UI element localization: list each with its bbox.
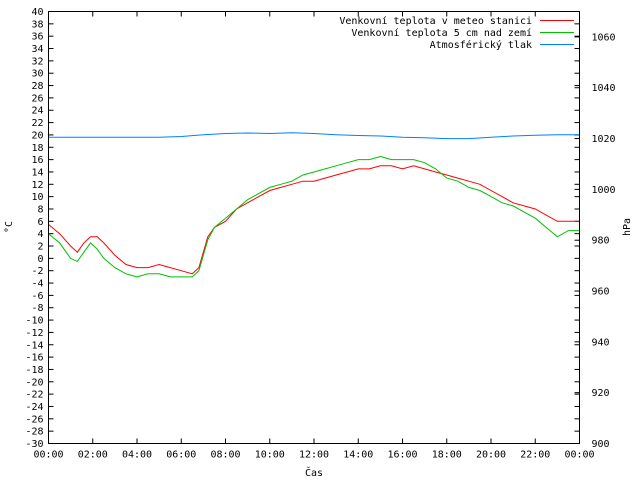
y-tick-label: 36	[31, 32, 43, 43]
x-tick-label: 04:00	[122, 450, 152, 461]
axes-layer: -30-28-26-24-22-20-18-16-14-12-10-8-6-4-…	[25, 7, 615, 461]
y-tick-label: -10	[25, 316, 43, 327]
y-tick-label: 38	[31, 19, 43, 30]
y2-tick-label: 1000	[592, 185, 616, 196]
y-tick-label: 28	[31, 81, 43, 92]
y-tick-label: 4	[37, 229, 43, 240]
y-tick-label: 26	[31, 93, 43, 104]
y2-tick-label: 1060	[592, 32, 616, 43]
y-tick-label: -12	[25, 328, 43, 339]
y-tick-label: -16	[25, 353, 43, 364]
y-tick-label: -6	[31, 291, 43, 302]
y-tick-label: 34	[31, 44, 43, 55]
x-tick-label: 02:00	[78, 450, 108, 461]
legend: Venkovní teplota v meteo staniciVenkovní…	[339, 15, 574, 51]
y-tick-label: 8	[37, 204, 43, 215]
y2-tick-label: 1040	[592, 83, 616, 94]
y-tick-label: 10	[31, 192, 43, 203]
y-tick-label: 6	[37, 217, 43, 228]
y2-tick-label: 940	[592, 337, 610, 348]
y-tick-label: -28	[25, 427, 43, 438]
y-tick-label: 20	[31, 130, 43, 141]
legend-label-2: Venkovní teplota 5 cm nad zemí	[351, 27, 532, 39]
x-tick-label: 00:00	[33, 450, 63, 461]
plot-frame	[48, 11, 580, 444]
y-tick-label: -20	[25, 377, 43, 388]
y-tick-label: 16	[31, 155, 43, 166]
y-tick-label: 2	[37, 242, 43, 253]
y-tick-label: 24	[31, 106, 43, 117]
y-tick-label: 12	[31, 180, 43, 191]
x-tick-label: 16:00	[387, 450, 417, 461]
y-axis-label: °C	[4, 221, 15, 233]
x-tick-label: 10:00	[255, 450, 285, 461]
y2-tick-label: 980	[592, 236, 610, 247]
series-line-1	[48, 165, 580, 275]
y-tick-label: -24	[25, 402, 43, 413]
x-tick-label: 20:00	[476, 450, 506, 461]
y2-axis-label: hPa	[622, 218, 633, 236]
y2-tick-label: 920	[592, 388, 610, 399]
y-tick-label: -2	[31, 266, 43, 277]
x-tick-label: 00:00	[564, 450, 594, 461]
y-tick-label: 40	[31, 7, 43, 18]
y-tick-label: -18	[25, 365, 43, 376]
y-tick-label: -14	[25, 340, 43, 351]
y2-tick-label: 900	[592, 439, 610, 450]
y-tick-label: 0	[37, 254, 43, 265]
y-tick-label: 22	[31, 118, 43, 129]
y2-tick-label: 1020	[592, 134, 616, 145]
series-layer	[48, 132, 580, 278]
series-line-2	[48, 155, 580, 278]
x-tick-label: 18:00	[432, 450, 462, 461]
x-tick-label: 06:00	[166, 450, 196, 461]
y-tick-label: -26	[25, 414, 43, 425]
x-tick-label: 08:00	[210, 450, 240, 461]
x-tick-label: 22:00	[520, 450, 550, 461]
y-tick-label: 18	[31, 143, 43, 154]
series-line-3	[48, 132, 580, 140]
y-tick-label: -4	[31, 279, 43, 290]
y-tick-label: -22	[25, 390, 43, 401]
y-tick-label: -8	[31, 303, 43, 314]
x-tick-label: 14:00	[343, 450, 373, 461]
y-tick-label: 14	[31, 167, 43, 178]
y-tick-label: 32	[31, 56, 43, 67]
x-axis-label: Čas	[305, 466, 323, 479]
legend-label-1: Venkovní teplota v meteo stanici	[339, 15, 532, 27]
legend-label-3: Atmosférický tlak	[430, 39, 532, 51]
x-tick-label: 12:00	[299, 450, 329, 461]
y-tick-label: 30	[31, 69, 43, 80]
y2-tick-label: 960	[592, 287, 610, 298]
y-tick-label: -30	[25, 439, 43, 450]
